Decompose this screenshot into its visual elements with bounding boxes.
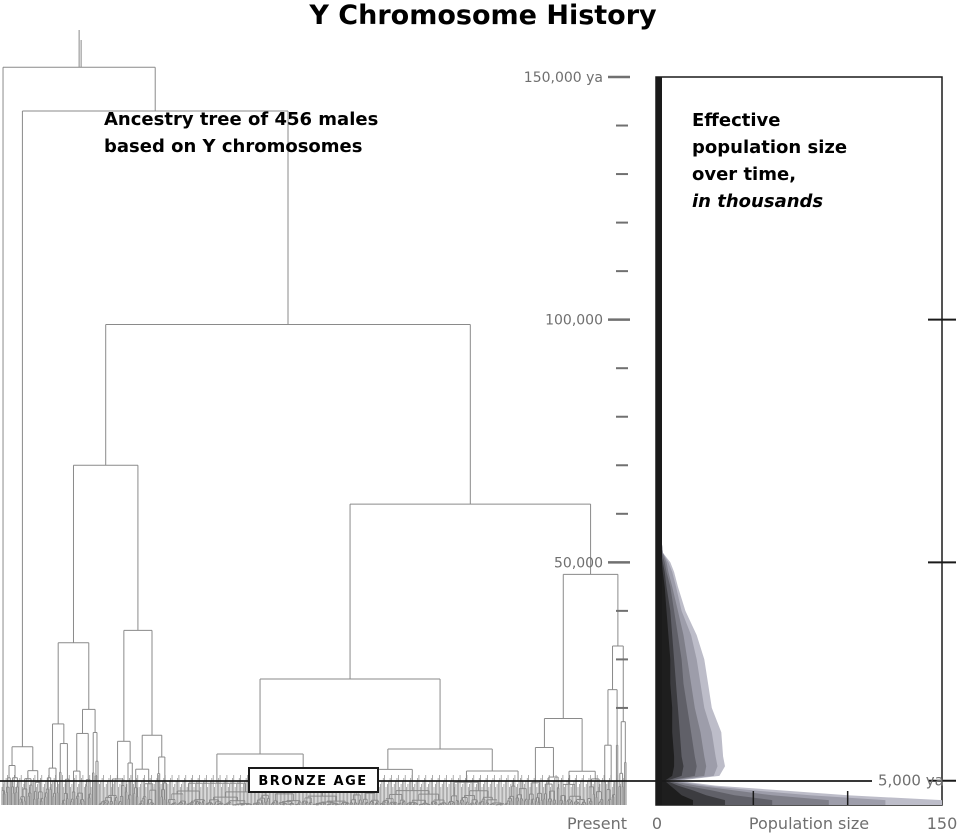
- population-panel: 5,000 ya Effective population size over …: [655, 76, 956, 806]
- bronze-age-marker: BRONZE AGE: [0, 767, 872, 793]
- population-band-4: [659, 479, 773, 805]
- population-label-line-3: over time,: [692, 164, 796, 185]
- population-band-6: [659, 479, 693, 805]
- tree-label: Ancestry tree of 456 males based on Y ch…: [104, 109, 385, 157]
- time-axis-major-label: 100,000: [545, 313, 603, 329]
- population-x-label: Population size: [749, 814, 869, 833]
- population-label-line-1: Effective: [692, 110, 780, 131]
- population-right-tick-label: 5,000 ya: [878, 772, 944, 790]
- population-label: Effective population size over time, in …: [692, 110, 853, 212]
- tree-label-line-2: based on Y chromosomes: [104, 136, 362, 157]
- ancestry-tree: [1, 30, 627, 806]
- population-bands: [659, 479, 942, 805]
- population-x-tick-150: 150: [927, 814, 958, 833]
- population-right-ticks: 5,000 ya: [878, 318, 956, 790]
- population-label-line-2: population size: [692, 137, 847, 158]
- population-x-tick-0: 0: [652, 814, 662, 833]
- time-axis: 150,000 ya 100,000 50,000: [524, 70, 630, 709]
- bronze-age-box: [248, 767, 379, 793]
- present-label: Present: [567, 814, 627, 833]
- population-band-5: [659, 479, 726, 805]
- bronze-age-label: BRONZE AGE: [258, 774, 367, 789]
- time-axis-major-label: 50,000: [554, 555, 603, 571]
- time-axis-major-label: 150,000 ya: [524, 70, 603, 86]
- population-label-italic: in thousands: [692, 191, 823, 212]
- population-bottom-ticks: [752, 791, 849, 805]
- tree-label-line-1: Ancestry tree of 456 males: [104, 109, 378, 130]
- chart-title: Y Chromosome History: [308, 0, 657, 31]
